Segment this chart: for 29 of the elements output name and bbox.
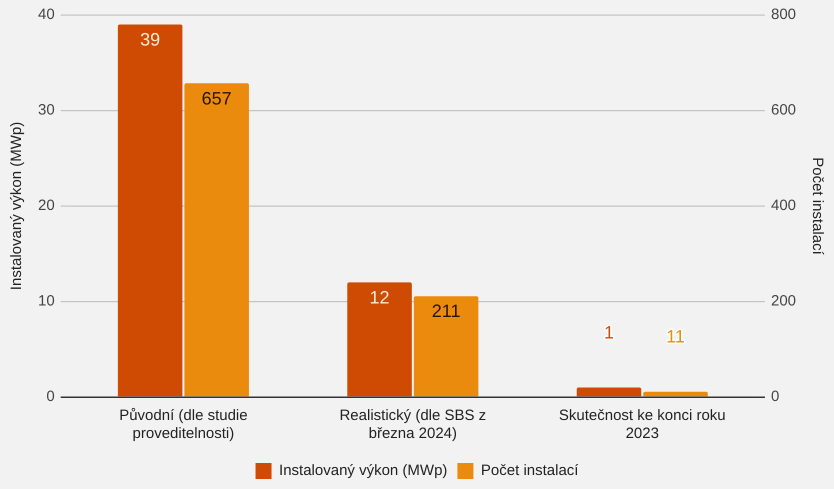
y-tick-label: 30: [38, 102, 55, 119]
y2-tick-label: 200: [770, 292, 796, 310]
data-label: 211: [432, 301, 460, 322]
y2-axis-title: Počet instalací: [808, 157, 826, 256]
data-label: 39: [140, 30, 160, 50]
bar: [643, 392, 708, 396]
legend-label: Instalovaný výkon (MWp): [279, 462, 448, 480]
y-tick-label: 10: [38, 292, 55, 310]
y-tick-label: 20: [38, 197, 55, 214]
bar: [414, 296, 478, 396]
data-label: 657: [202, 88, 232, 108]
y2-tick-label: 800: [770, 6, 796, 24]
bar: [184, 83, 249, 396]
y-axis-title: Instalovaný výkon (MWp): [8, 122, 26, 290]
data-label: 12: [370, 287, 390, 308]
y-tick-label: 40: [38, 6, 55, 24]
y-tick-label: 0: [46, 388, 55, 406]
x-tick-label: Realistický (dle SBS z března 2024): [339, 407, 486, 442]
x-tick-label: Skutečnost ke konci roku 2023: [558, 407, 726, 442]
y2-tick-label: 400: [770, 197, 796, 214]
bar: [347, 282, 412, 396]
bar: [118, 24, 182, 396]
data-label: 11: [666, 326, 685, 347]
y2-tick-label: 0: [770, 388, 780, 406]
x-tick-label: Původní (dle studie proveditelnosti): [119, 407, 248, 442]
data-label: 1: [604, 322, 614, 342]
bar: [576, 387, 642, 396]
legend-label: Počet instalací: [480, 462, 580, 480]
y2-tick-label: 600: [770, 102, 796, 119]
